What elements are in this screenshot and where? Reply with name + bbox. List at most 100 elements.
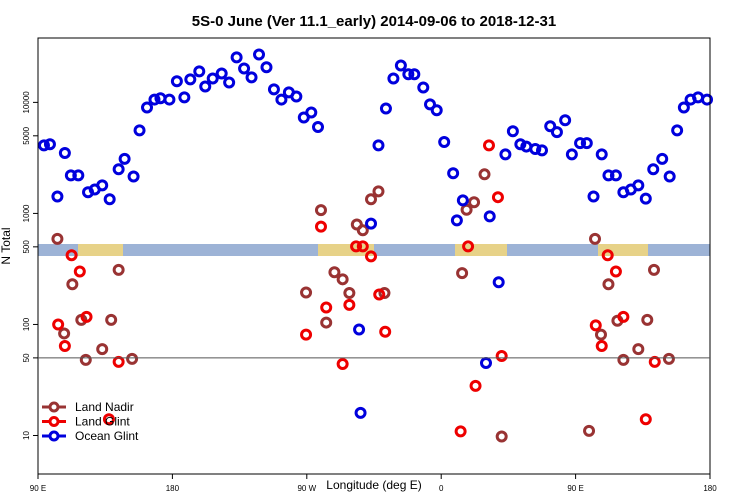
point bbox=[589, 232, 602, 245]
point bbox=[602, 169, 615, 182]
x-tick-label: 90 E bbox=[30, 484, 46, 493]
y-tick-label: 1000 bbox=[22, 204, 31, 222]
point bbox=[58, 339, 71, 352]
point bbox=[184, 73, 197, 86]
point bbox=[609, 169, 622, 182]
surface-band bbox=[38, 244, 710, 256]
point bbox=[499, 148, 512, 161]
point bbox=[365, 193, 378, 206]
point bbox=[353, 323, 366, 336]
x-tick-label: 180 bbox=[166, 484, 180, 493]
point bbox=[320, 301, 333, 314]
x-axis-label: Longitude (deg E) bbox=[326, 478, 421, 492]
point bbox=[609, 265, 622, 278]
point bbox=[617, 310, 630, 323]
point bbox=[336, 273, 349, 286]
point bbox=[267, 83, 280, 96]
point bbox=[356, 240, 369, 253]
point bbox=[595, 148, 608, 161]
point bbox=[456, 267, 469, 280]
point bbox=[51, 232, 64, 245]
point bbox=[647, 163, 660, 176]
point bbox=[260, 61, 273, 74]
point bbox=[438, 135, 451, 148]
point bbox=[141, 101, 154, 114]
point bbox=[550, 126, 563, 139]
x-tick-label: 90 W bbox=[297, 484, 316, 493]
point bbox=[632, 179, 645, 192]
point bbox=[51, 190, 64, 203]
y-tick-label: 10 bbox=[22, 430, 31, 439]
point bbox=[112, 355, 125, 368]
point bbox=[478, 168, 491, 181]
point bbox=[408, 68, 421, 81]
point bbox=[72, 169, 85, 182]
point bbox=[65, 249, 78, 262]
point bbox=[96, 343, 109, 356]
point bbox=[102, 413, 115, 426]
point bbox=[482, 139, 495, 152]
point bbox=[514, 138, 527, 151]
point bbox=[178, 91, 191, 104]
point bbox=[424, 98, 436, 111]
point bbox=[565, 148, 578, 161]
point bbox=[320, 316, 333, 329]
point bbox=[118, 152, 131, 165]
y-tick-label: 500 bbox=[22, 240, 31, 254]
point bbox=[559, 114, 572, 127]
point bbox=[394, 59, 407, 72]
point bbox=[66, 278, 79, 291]
point bbox=[199, 80, 212, 93]
chart-title: 5S-0 June (Ver 11.1_early) 2014-09-06 to… bbox=[192, 13, 556, 30]
point bbox=[314, 220, 327, 233]
point bbox=[336, 358, 349, 371]
point bbox=[648, 263, 660, 276]
point bbox=[126, 352, 139, 365]
point bbox=[663, 170, 676, 183]
point bbox=[343, 298, 356, 311]
point bbox=[454, 425, 467, 438]
point bbox=[387, 72, 400, 85]
point bbox=[372, 185, 385, 198]
point bbox=[402, 68, 415, 81]
point bbox=[656, 152, 669, 165]
point bbox=[253, 48, 266, 61]
legend-label: Ocean Glint bbox=[75, 429, 139, 443]
point bbox=[96, 179, 109, 192]
point bbox=[639, 192, 652, 205]
point bbox=[305, 106, 318, 119]
point bbox=[639, 413, 652, 426]
point bbox=[245, 71, 258, 84]
y-tick-label: 50 bbox=[22, 353, 31, 362]
point bbox=[105, 313, 118, 326]
point bbox=[52, 318, 65, 331]
point bbox=[529, 143, 542, 156]
point bbox=[641, 313, 654, 326]
point bbox=[312, 121, 324, 134]
point bbox=[275, 93, 288, 106]
land-patch bbox=[78, 244, 123, 256]
y-tick-label: 10000 bbox=[22, 91, 31, 114]
point bbox=[495, 430, 508, 443]
point bbox=[594, 328, 607, 341]
point bbox=[193, 65, 206, 78]
point bbox=[580, 137, 593, 150]
point bbox=[112, 263, 125, 276]
point bbox=[223, 76, 236, 89]
point bbox=[372, 139, 385, 152]
point bbox=[328, 266, 341, 279]
point bbox=[133, 124, 146, 137]
point bbox=[587, 190, 600, 203]
point bbox=[632, 343, 645, 356]
point bbox=[343, 286, 356, 299]
point bbox=[417, 81, 430, 94]
point bbox=[43, 138, 56, 151]
point bbox=[238, 62, 251, 75]
y-tick-label: 5000 bbox=[22, 126, 31, 144]
point bbox=[127, 170, 140, 183]
point bbox=[492, 276, 505, 289]
point bbox=[148, 93, 161, 106]
point bbox=[230, 51, 243, 64]
point bbox=[456, 194, 469, 207]
